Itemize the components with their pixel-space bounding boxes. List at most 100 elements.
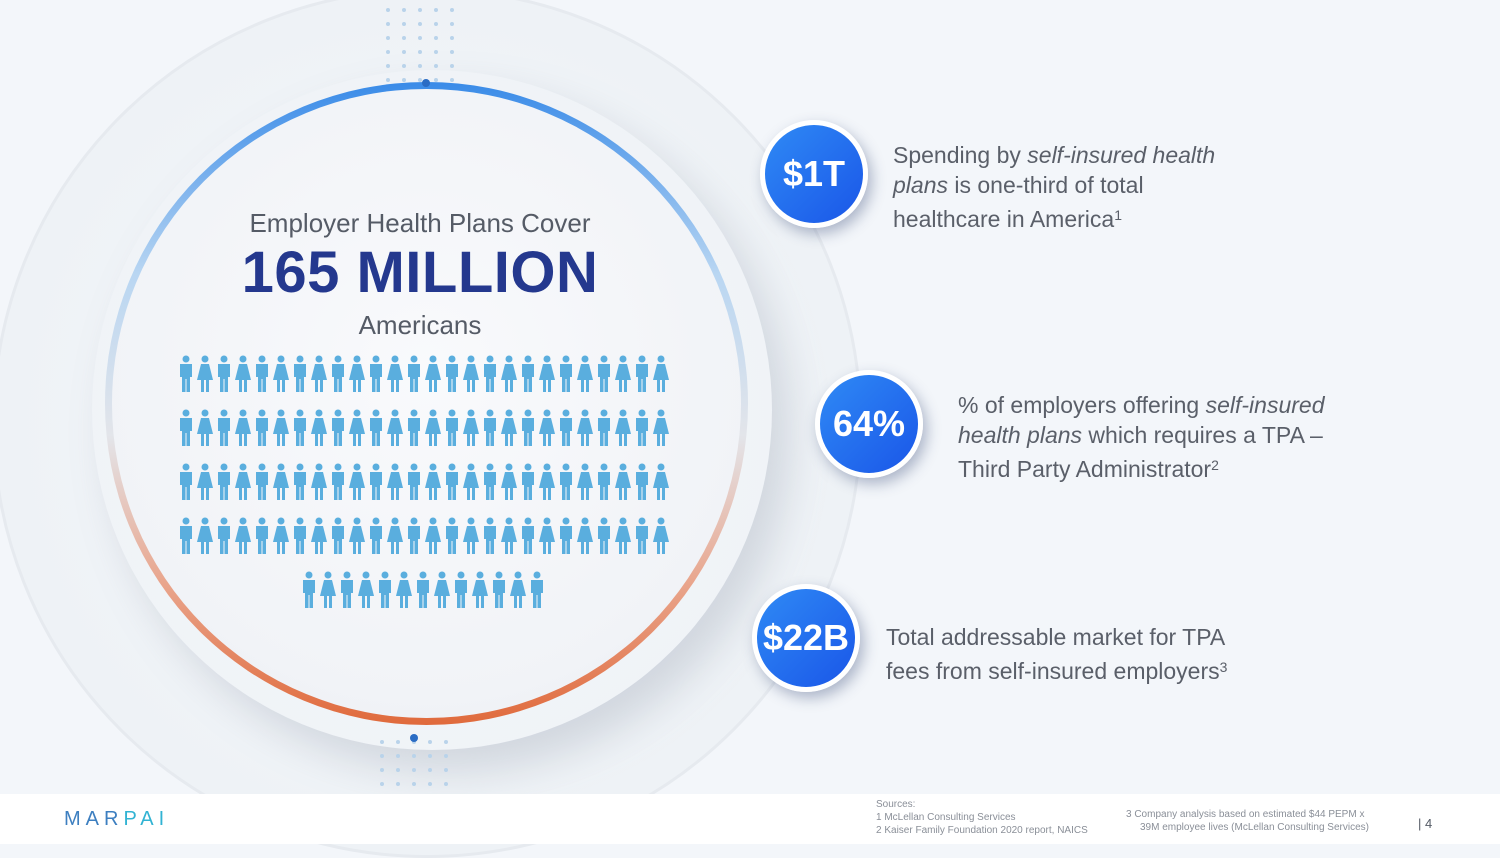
person-icon [462,409,480,447]
person-icon [576,355,594,393]
stat-description-2: % of employers offering self-insured hea… [958,392,1325,482]
stat-description-1: Spending by self-insured health plans is… [893,142,1216,232]
person-icon [424,463,442,501]
people-row [179,463,669,501]
person-icon [177,517,195,555]
person-icon [386,355,404,393]
stat-badge-3: $22B [752,584,860,692]
person-icon [500,463,518,501]
decorative-dots-top [386,8,454,82]
person-icon [424,409,442,447]
person-icon [614,463,632,501]
person-icon [367,463,385,501]
stat-value-1: $1T [782,153,846,194]
person-icon [234,463,252,501]
person-icon [386,463,404,501]
person-icon [196,355,214,393]
person-icon [614,409,632,447]
person-icon [338,571,356,609]
person-icon [386,517,404,555]
person-icon [367,355,385,393]
person-icon [433,571,451,609]
person-icon [329,355,347,393]
person-icon [234,517,252,555]
people-row [179,517,669,555]
person-icon [443,355,461,393]
person-icon [319,571,337,609]
person-icon [348,517,366,555]
person-icon [291,409,309,447]
person-icon [481,409,499,447]
ring-dot-bottom [410,734,418,742]
person-icon [538,409,556,447]
person-icon [367,517,385,555]
stat-value-3: $22B [762,617,850,658]
person-icon [215,409,233,447]
person-icon [405,409,423,447]
ring-dot-top [422,79,430,87]
person-icon [519,463,537,501]
person-icon [348,355,366,393]
person-icon [310,517,328,555]
person-icon [443,517,461,555]
person-icon [348,409,366,447]
person-icon [443,409,461,447]
person-icon [500,409,518,447]
stat-description-3: Total addressable market for TPA fees fr… [886,624,1228,684]
person-icon [490,571,508,609]
person-icon [595,463,613,501]
person-icon [196,517,214,555]
person-icon [538,355,556,393]
person-icon [310,409,328,447]
person-icon [652,409,670,447]
person-icon [595,409,613,447]
person-icon [177,409,195,447]
person-icon [500,355,518,393]
person-icon [481,463,499,501]
person-icon [652,355,670,393]
person-icon [367,409,385,447]
person-icon [329,463,347,501]
person-icon [215,517,233,555]
footer: MARPAI Sources: 1 McLellan Consulting Se… [0,794,1500,844]
person-icon [557,355,575,393]
person-icon [557,409,575,447]
person-icon [576,409,594,447]
person-icon [452,571,470,609]
person-icon [481,517,499,555]
person-icon [462,463,480,501]
main-circle [105,82,748,725]
person-icon [272,517,290,555]
person-icon [253,355,271,393]
person-icon [614,355,632,393]
person-icon [519,355,537,393]
person-icon [557,463,575,501]
person-icon [462,517,480,555]
person-icon [576,517,594,555]
person-icon [509,571,527,609]
person-icon [443,463,461,501]
stat-badge-1: $1T [760,120,868,228]
person-icon [633,355,651,393]
person-icon [519,409,537,447]
person-icon [424,355,442,393]
person-icon [519,517,537,555]
person-icon [633,517,651,555]
person-icon [253,517,271,555]
sources: Sources: 1 McLellan Consulting Services … [876,799,1088,836]
person-icon [538,463,556,501]
people-row [179,409,669,447]
person-icon [614,517,632,555]
person-icon [405,517,423,555]
person-icon [595,355,613,393]
person-icon [329,517,347,555]
person-icon [471,571,489,609]
person-icon [576,463,594,501]
headline: Employer Health Plans Cover 165 MILLION … [150,205,690,343]
person-icon [528,571,546,609]
person-icon [500,517,518,555]
person-icon [357,571,375,609]
person-icon [196,463,214,501]
page-number: | 4 [1418,816,1433,831]
person-icon [633,409,651,447]
